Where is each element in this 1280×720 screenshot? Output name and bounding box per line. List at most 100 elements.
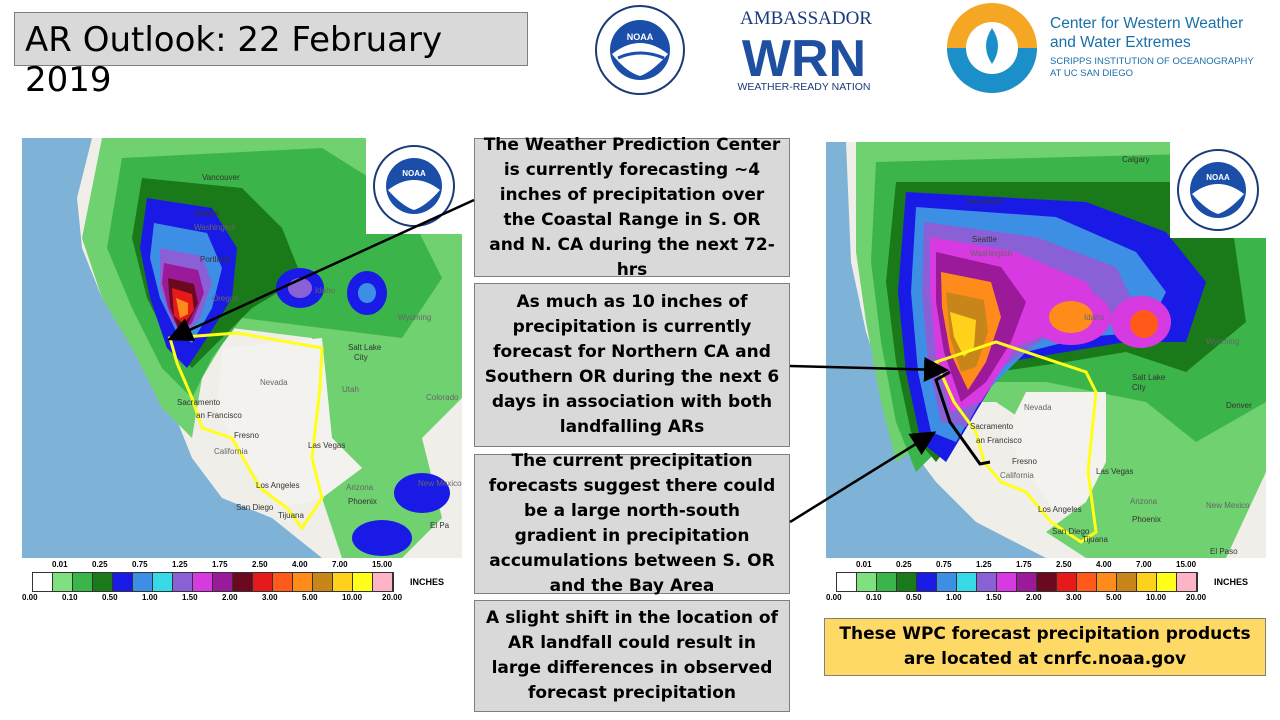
- svg-text:an Francisco: an Francisco: [976, 436, 1022, 445]
- legend-top-label: 7.00: [1136, 560, 1152, 569]
- cw3e-name-line1: Center for Western Weather: [1050, 15, 1244, 32]
- precip-map-6day: Vancouver Seattle Washington Calgary Ida…: [826, 142, 1266, 558]
- legend-swatch: [857, 573, 877, 591]
- product-location-note-text: These WPC forecast precipitation product…: [839, 624, 1251, 669]
- legend-top-label: 4.00: [1096, 560, 1112, 569]
- callout-shift-text: A slight shift in the location of AR lan…: [486, 608, 778, 703]
- legend-swatch: [937, 573, 957, 591]
- cw3e-sub-line1: SCRIPPS INSTITUTION OF OCEANOGRAPHY: [1050, 56, 1254, 67]
- svg-text:Arizona: Arizona: [1130, 497, 1158, 506]
- svg-text:Fresno: Fresno: [234, 431, 259, 440]
- svg-text:California: California: [214, 447, 248, 456]
- callout-6day: As much as 10 inches of precipitation is…: [474, 283, 790, 447]
- svg-text:Los Angeles: Los Angeles: [1038, 505, 1082, 514]
- legend-swatch: [313, 573, 333, 591]
- cw3e-sub-line2: AT UC SAN DIEGO: [1050, 68, 1134, 79]
- svg-text:NOAA: NOAA: [402, 169, 426, 178]
- legend-top-label: 1.25: [976, 560, 992, 569]
- legend-bottom-label: 5.00: [302, 593, 318, 602]
- legend-top-label: 2.50: [252, 560, 268, 569]
- legend-swatch: [877, 573, 897, 591]
- svg-text:Vancouver: Vancouver: [202, 173, 240, 182]
- svg-text:Seattle: Seattle: [972, 235, 997, 244]
- svg-text:Portland: Portland: [200, 255, 230, 264]
- legend-swatch: [1157, 573, 1177, 591]
- legend-swatch: [113, 573, 133, 591]
- cw3e-name-line2: and Water Extremes: [1050, 34, 1191, 51]
- legend-swatch: [957, 573, 977, 591]
- svg-text:Phoenix: Phoenix: [1132, 515, 1161, 524]
- svg-text:El Paso: El Paso: [1210, 547, 1238, 556]
- legend-swatch: [1017, 573, 1037, 591]
- legend-swatch: [153, 573, 173, 591]
- legend-unit: INCHES: [410, 577, 445, 587]
- legend-swatch: [997, 573, 1017, 591]
- callout-72hr-text: The Weather Prediction Center is current…: [483, 134, 781, 280]
- callout-gradient-text: The current precipitation forecasts sugg…: [488, 451, 776, 596]
- svg-text:San Diego: San Diego: [236, 503, 274, 512]
- legend-bottom-label: 20.00: [1186, 593, 1207, 602]
- precip-legend-left: 0.01 0.25 0.75 1.25 1.75 2.50 4.00 7.00 15.00 0.0…: [22, 560, 462, 604]
- legend-swatch: [273, 573, 293, 591]
- svg-text:NOAA: NOAA: [1206, 173, 1230, 182]
- svg-text:an Francisco: an Francisco: [196, 411, 242, 420]
- legend-top-label: 0.25: [896, 560, 912, 569]
- legend-bottom-label: 2.00: [1026, 593, 1042, 602]
- precip-legend-right: 0.01 0.25 0.75 1.25 1.75 2.50 4.00 7.00 15.00 0.0…: [826, 560, 1266, 604]
- legend-bottom-label: 10.00: [1146, 593, 1167, 602]
- svg-text:Wyoming: Wyoming: [1206, 337, 1239, 346]
- legend-top-label: 0.01: [856, 560, 872, 569]
- legend-swatch: [353, 573, 373, 591]
- svg-text:Sacramento: Sacramento: [177, 398, 221, 407]
- legend-bottom-label: 0.00: [22, 593, 38, 602]
- svg-text:City: City: [354, 353, 368, 362]
- svg-text:New Mexico: New Mexico: [418, 479, 462, 488]
- svg-text:AMBASSADOR: AMBASSADOR: [740, 8, 872, 29]
- svg-text:Arizona: Arizona: [346, 483, 374, 492]
- svg-text:Tijuana: Tijuana: [1082, 535, 1108, 544]
- wrn-ambassador-logo: AMBASSADOR WRN WEATHER-READY NATION: [718, 8, 898, 94]
- legend-top-label: 7.00: [332, 560, 348, 569]
- svg-text:Denver: Denver: [1226, 401, 1252, 410]
- legend-bottom-label: 3.00: [262, 593, 278, 602]
- legend-top-label: 4.00: [292, 560, 308, 569]
- svg-text:Phoenix: Phoenix: [348, 497, 377, 506]
- legend-bottom-label: 1.00: [142, 593, 158, 602]
- legend-bottom-label: 0.50: [906, 593, 922, 602]
- svg-text:Wyoming: Wyoming: [398, 313, 431, 322]
- legend-swatch: [977, 573, 997, 591]
- legend-bottom-label: 10.00: [342, 593, 363, 602]
- svg-text:Seattle: Seattle: [194, 209, 219, 218]
- noaa-inset-logo-right: NOAA: [1170, 142, 1266, 238]
- legend-swatch: [173, 573, 193, 591]
- legend-bottom-label: 0.10: [62, 593, 78, 602]
- page-title: AR Outlook: 22 February 2019: [25, 20, 443, 100]
- svg-text:Washington: Washington: [970, 249, 1012, 258]
- legend-top-label: 2.50: [1056, 560, 1072, 569]
- legend-top-label: 0.25: [92, 560, 108, 569]
- legend-swatch: [1137, 573, 1157, 591]
- legend-top-label: 0.01: [52, 560, 68, 569]
- legend-swatch: [193, 573, 213, 591]
- legend-swatch: [133, 573, 153, 591]
- noaa-logo: NOAA: [590, 2, 690, 98]
- legend-swatch: [53, 573, 73, 591]
- svg-text:WRN: WRN: [742, 30, 866, 88]
- svg-text:WEATHER-READY NATION: WEATHER-READY NATION: [737, 81, 870, 93]
- svg-text:Washington: Washington: [194, 223, 236, 232]
- legend-swatch: [293, 573, 313, 591]
- legend-bottom-label: 1.50: [182, 593, 198, 602]
- legend-top-label: 1.75: [1016, 560, 1032, 569]
- svg-text:Sacramento: Sacramento: [970, 422, 1014, 431]
- svg-text:Oregon: Oregon: [212, 294, 239, 303]
- legend-swatch: [93, 573, 113, 591]
- svg-text:Nevada: Nevada: [1024, 403, 1052, 412]
- legend-bottom-label: 0.00: [826, 593, 842, 602]
- legend-bottom-label: 1.00: [946, 593, 962, 602]
- legend-swatch: [1057, 573, 1077, 591]
- svg-text:San Diego: San Diego: [1052, 527, 1090, 536]
- svg-text:Las Vegas: Las Vegas: [308, 441, 345, 450]
- svg-text:Salt Lake: Salt Lake: [1132, 373, 1166, 382]
- legend-top-label: 15.00: [1176, 560, 1197, 569]
- svg-text:NOAA: NOAA: [627, 32, 654, 42]
